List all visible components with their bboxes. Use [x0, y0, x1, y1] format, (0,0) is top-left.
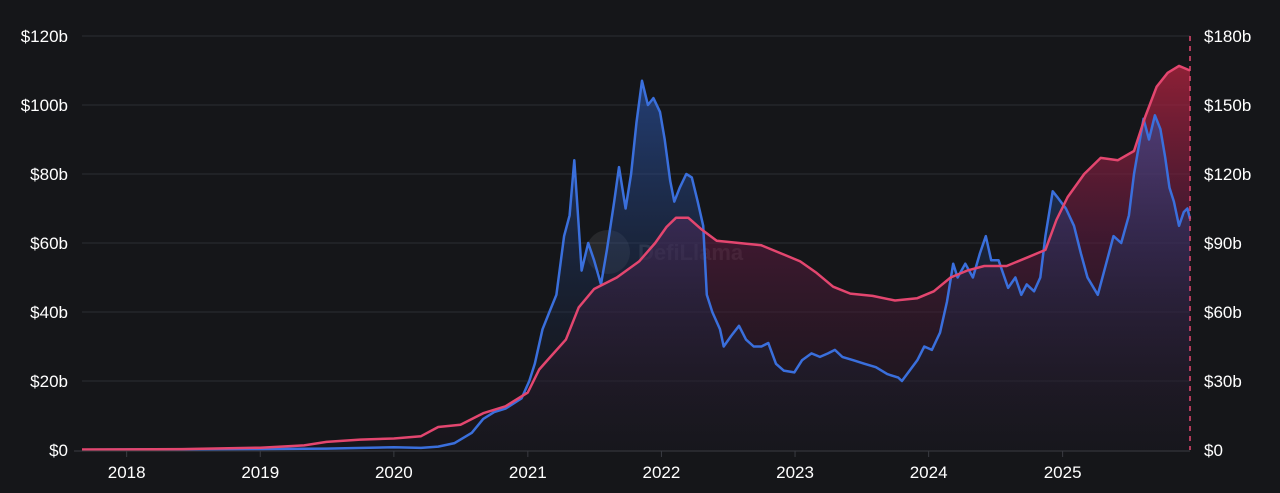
y-tick-label-left: $60b: [30, 234, 68, 253]
y-tick-label-right: $30b: [1204, 372, 1242, 391]
x-tick-label: 2019: [241, 463, 279, 482]
series-area-blue: [82, 80, 1190, 451]
y-tick-label-right: $90b: [1204, 234, 1242, 253]
x-tick-label: 2018: [108, 463, 146, 482]
y-tick-label-right: $0: [1204, 441, 1223, 460]
x-tick-label: 2020: [375, 463, 413, 482]
y-tick-label-left: $40b: [30, 303, 68, 322]
y-tick-label-left: $120b: [21, 27, 68, 46]
tick-labels: $0 $0 $20b $30b $40b $60b $60b $90b $80b $120b $10…: [21, 27, 1252, 482]
axes: [74, 450, 1190, 457]
series-lines: [81, 36, 1192, 451]
series-line-blue: [81, 79, 1192, 451]
x-tick-label: 2023: [776, 463, 814, 482]
y-tick-label-right: $60b: [1204, 303, 1242, 322]
y-tick-label-right: $180b: [1204, 27, 1251, 46]
series-line-red: [81, 64, 1191, 451]
y-tick-label-left: $100b: [21, 96, 68, 115]
series-area-red: [82, 65, 1190, 451]
x-tick-label: 2021: [509, 463, 547, 482]
x-tick-label: 2022: [643, 463, 681, 482]
series-areas: [82, 65, 1190, 451]
y-tick-label-right: $120b: [1204, 165, 1251, 184]
x-tick-label: 2025: [1044, 463, 1082, 482]
y-tick-label-left: $0: [49, 441, 68, 460]
y-tick-label-left: $20b: [30, 372, 68, 391]
y-tick-label-left: $80b: [30, 165, 68, 184]
x-tick-label: 2024: [910, 463, 948, 482]
y-tick-label-right: $150b: [1204, 96, 1251, 115]
